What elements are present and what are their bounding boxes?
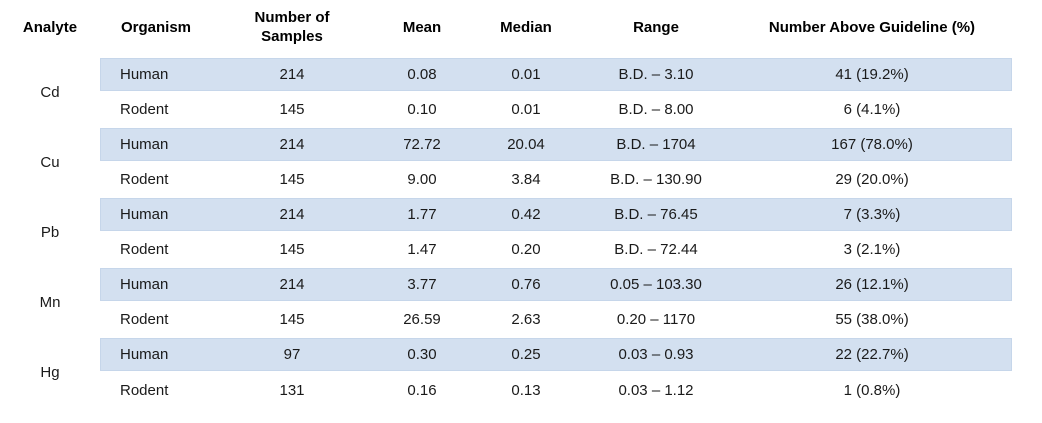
cell-organism: Human <box>100 56 212 93</box>
cell-median: 20.04 <box>472 126 580 163</box>
table-row-cd-human: Cd Human 214 0.08 0.01 B.D. – 3.10 41 (1… <box>0 56 1012 127</box>
col-header-median: Median <box>500 18 552 36</box>
cell-samples: 214 <box>212 196 372 233</box>
col-header-above-guideline: Number Above Guideline (%) <box>768 18 976 36</box>
cell-samples: 145 <box>279 171 305 188</box>
table-row-mn-human: Mn Human 214 3.77 0.76 0.05 – 103.30 26 … <box>0 266 1012 337</box>
table-row-mn-rodent: Rodent 145 26.59 2.63 0.20 – 1170 55 (38… <box>0 302 1012 337</box>
analyte-label-cu: Cu <box>0 127 100 197</box>
cell-organism: Rodent <box>120 101 169 118</box>
cell-mean: 0.16 <box>407 381 437 399</box>
table-row-hg-rodent: Rodent 131 0.16 0.13 0.03 – 1.12 1 (0.8%… <box>0 372 1012 407</box>
cell-samples: 214 <box>212 56 372 93</box>
cell-range: B.D. – 76.45 <box>580 196 732 233</box>
cell-mean: 26.59 <box>403 311 441 328</box>
cell-above-guideline: 7 (3.3%) <box>732 196 1012 233</box>
cell-above-guideline: 6 (4.1%) <box>843 101 901 118</box>
cell-samples: 145 <box>279 241 305 258</box>
cell-range: 0.03 – 0.93 <box>580 336 732 373</box>
cell-median: 3.84 <box>511 171 541 188</box>
analyte-label-cd: Cd <box>0 57 100 127</box>
cell-above-guideline: 29 (20.0%) <box>835 171 909 188</box>
cell-range: B.D. – 72.44 <box>614 241 698 258</box>
cell-range: 0.03 – 1.12 <box>618 381 694 399</box>
cell-organism: Human <box>100 126 212 163</box>
cell-mean: 0.08 <box>372 56 472 93</box>
cell-mean: 3.77 <box>372 266 472 303</box>
cell-median: 2.63 <box>511 311 541 328</box>
cell-samples: 97 <box>212 336 372 373</box>
cell-range: 0.05 – 103.30 <box>580 266 732 303</box>
cell-samples: 214 <box>212 126 372 163</box>
col-header-samples: Number of Samples <box>212 0 372 57</box>
cell-samples: 145 <box>279 101 305 118</box>
col-header-analyte: Analyte <box>22 19 78 37</box>
cell-above-guideline: 1 (0.8%) <box>843 381 901 399</box>
cell-above-guideline: 22 (22.7%) <box>732 336 1012 373</box>
cell-range: B.D. – 8.00 <box>618 101 694 118</box>
analyte-summary-table: Analyte Organism Number of Samples Mean … <box>0 0 1012 407</box>
cell-samples: 145 <box>279 311 305 328</box>
cell-mean: 1.77 <box>372 196 472 233</box>
cell-above-guideline: 167 (78.0%) <box>732 126 1012 163</box>
cell-range: B.D. – 1704 <box>580 126 732 163</box>
cell-samples: 131 <box>279 381 305 399</box>
cell-range: B.D. – 130.90 <box>610 171 702 188</box>
analyte-label-hg: Hg <box>0 337 100 407</box>
cell-organism: Rodent <box>120 381 169 399</box>
col-header-mean: Mean <box>402 18 442 36</box>
cell-organism: Human <box>100 336 212 373</box>
cell-median: 0.01 <box>511 101 541 118</box>
cell-mean: 72.72 <box>372 126 472 163</box>
cell-median: 0.01 <box>472 56 580 93</box>
cell-above-guideline: 55 (38.0%) <box>835 311 909 328</box>
col-header-range: Range <box>633 18 679 36</box>
table-row-cd-rodent: Rodent 145 0.10 0.01 B.D. – 8.00 6 (4.1%… <box>0 92 1012 127</box>
cell-above-guideline: 3 (2.1%) <box>843 241 901 258</box>
table-row-cu-rodent: Rodent 145 9.00 3.84 B.D. – 130.90 29 (2… <box>0 162 1012 197</box>
table-row-hg-human: Hg Human 97 0.30 0.25 0.03 – 0.93 22 (22… <box>0 336 1012 407</box>
analyte-label-mn: Mn <box>0 267 100 337</box>
cell-median: 0.13 <box>511 381 541 399</box>
cell-organism: Human <box>100 196 212 233</box>
cell-organism: Rodent <box>120 171 169 188</box>
table-row-cu-human: Cu Human 214 72.72 20.04 B.D. – 1704 167… <box>0 126 1012 197</box>
cell-mean: 0.30 <box>372 336 472 373</box>
cell-median: 0.25 <box>472 336 580 373</box>
cell-range: 0.20 – 1170 <box>616 311 696 328</box>
cell-organism: Rodent <box>120 241 169 258</box>
cell-above-guideline: 41 (19.2%) <box>732 56 1012 93</box>
cell-mean: 0.10 <box>407 101 437 118</box>
table-header-row: Analyte Organism Number of Samples Mean … <box>0 0 1012 57</box>
cell-above-guideline: 26 (12.1%) <box>732 266 1012 303</box>
analyte-label-pb: Pb <box>0 197 100 267</box>
cell-mean: 1.47 <box>407 241 437 258</box>
table-row-pb-rodent: Rodent 145 1.47 0.20 B.D. – 72.44 3 (2.1… <box>0 232 1012 267</box>
cell-organism: Rodent <box>120 311 169 328</box>
cell-organism: Human <box>100 266 212 303</box>
cell-samples: 214 <box>212 266 372 303</box>
col-header-organism: Organism <box>120 18 192 36</box>
cell-mean: 9.00 <box>407 171 437 188</box>
table-row-pb-human: Pb Human 214 1.77 0.42 B.D. – 76.45 7 (3… <box>0 196 1012 267</box>
cell-range: B.D. – 3.10 <box>580 56 732 93</box>
cell-median: 0.42 <box>472 196 580 233</box>
cell-median: 0.76 <box>472 266 580 303</box>
cell-median: 0.20 <box>511 241 541 258</box>
col-header-samples-label: Number of Samples <box>254 9 330 45</box>
